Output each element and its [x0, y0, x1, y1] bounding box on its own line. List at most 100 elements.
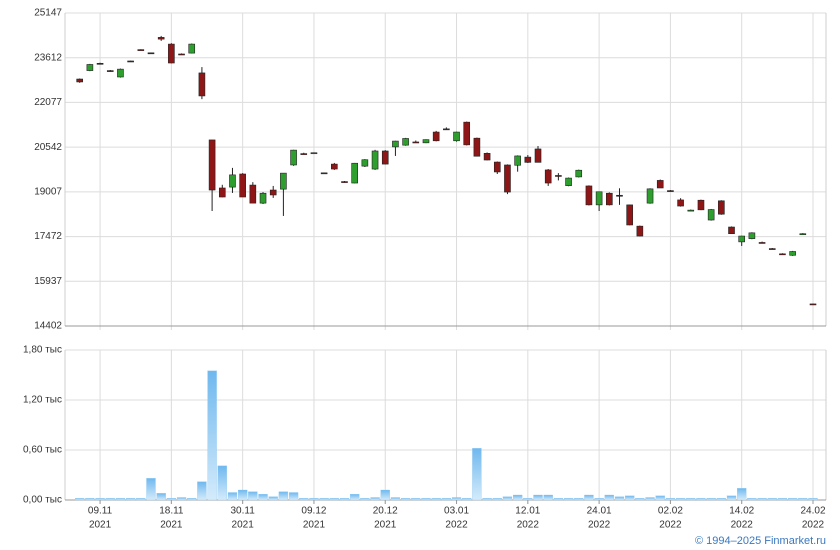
- candle-body: [178, 53, 185, 56]
- candle-body: [106, 70, 114, 72]
- y-tick-label: 17472: [34, 231, 62, 242]
- x-tick-label: 14.02: [729, 506, 754, 517]
- candle-body: [137, 49, 145, 51]
- candle-body: [799, 233, 807, 236]
- candle-body: [697, 199, 705, 211]
- volume-bar: [472, 448, 482, 501]
- x-tick-label: 24.02: [800, 506, 825, 517]
- candle-body: [351, 162, 358, 184]
- candle-body: [483, 153, 491, 161]
- candle-body: [259, 192, 267, 204]
- volume-bar: [258, 494, 268, 501]
- candle-body: [677, 199, 684, 207]
- volume-bar: [248, 491, 258, 501]
- candle-body: [493, 161, 501, 173]
- candle-body: [269, 189, 277, 196]
- candle-body: [249, 184, 257, 204]
- candle-body: [555, 175, 562, 177]
- candle-body: [371, 150, 379, 170]
- candle-body: [606, 192, 613, 206]
- candle-body: [188, 43, 196, 54]
- volume-bar: [411, 498, 421, 501]
- volume-bar: [187, 498, 197, 501]
- candle-body: [524, 156, 532, 163]
- volume-bar: [176, 497, 187, 501]
- volume-bar: [360, 498, 370, 501]
- candle-body: [341, 181, 348, 183]
- x-tick-label: 2022: [802, 520, 825, 531]
- candle-body: [738, 235, 746, 243]
- candle-body: [667, 190, 674, 192]
- x-tick-label: 2021: [232, 520, 255, 531]
- volume-bar: [75, 498, 85, 501]
- candle-body: [157, 37, 165, 40]
- candle-body: [422, 139, 430, 144]
- volume-bar: [441, 498, 452, 501]
- candle-body: [463, 121, 471, 146]
- candle-body: [626, 204, 633, 226]
- candle-body: [331, 163, 338, 170]
- volume-bar: [655, 495, 665, 501]
- volume-bar: [278, 491, 289, 501]
- volume-bar: [594, 498, 604, 501]
- volume-bar: [502, 496, 513, 501]
- volume-bar: [451, 497, 462, 501]
- candle-body: [290, 149, 297, 166]
- volume-bar: [625, 495, 635, 501]
- volume-bar: [136, 498, 146, 501]
- candle-body: [381, 150, 389, 165]
- candle-body: [616, 194, 623, 197]
- candle-body: [432, 131, 440, 142]
- volume-bar: [574, 498, 584, 501]
- candle-body: [707, 209, 715, 221]
- volume-bar: [288, 492, 299, 501]
- x-tick-label: 2021: [374, 520, 397, 531]
- volume-bar: [512, 494, 523, 501]
- volume-bar: [777, 498, 788, 501]
- volume-bar: [665, 498, 676, 501]
- candle-body: [514, 155, 521, 166]
- candle-body: [168, 43, 175, 64]
- y-tick-label: 1,20 тыс: [23, 395, 62, 406]
- candle-body: [768, 248, 776, 250]
- volume-bar: [238, 489, 248, 501]
- volume-bar: [268, 496, 278, 501]
- candle-body: [361, 159, 369, 167]
- candle-body: [575, 169, 583, 178]
- x-tick-label: 09.11: [88, 506, 113, 517]
- candle-body: [809, 303, 817, 306]
- volume-bar: [431, 498, 441, 501]
- x-tick-label: 2021: [89, 520, 112, 531]
- candle-body: [789, 251, 796, 256]
- x-tick-label: 03.01: [444, 506, 469, 517]
- candle-body: [718, 200, 725, 215]
- candle-body: [534, 148, 542, 163]
- volume-bar: [726, 495, 737, 501]
- volume-bar: [604, 494, 614, 501]
- y-tick-label: 22077: [34, 97, 62, 108]
- candle-body: [402, 138, 409, 146]
- volume-bar: [543, 494, 553, 501]
- candle-body: [779, 253, 786, 256]
- volume-bar: [787, 498, 798, 501]
- volume-bar: [523, 498, 533, 501]
- volume-bar: [808, 498, 818, 501]
- y-tick-label: 19007: [34, 186, 62, 197]
- candle-body: [544, 169, 552, 184]
- candle-body: [392, 140, 399, 148]
- candle-body: [76, 78, 83, 83]
- volume-bar: [553, 498, 564, 501]
- volume-bar: [400, 498, 411, 501]
- x-tick-label: 20.12: [373, 506, 398, 517]
- y-tick-label: 0,60 тыс: [23, 445, 62, 456]
- candle-body: [473, 137, 481, 157]
- y-tick-label: 1,80 тыс: [23, 345, 62, 356]
- candle-body: [117, 68, 124, 78]
- volume-bar: [462, 498, 472, 501]
- copyright[interactable]: © 1994–2025 Finmarket.ru: [695, 535, 826, 547]
- volume-bar: [767, 498, 777, 501]
- volume-bar: [421, 498, 431, 501]
- x-tick-label: 24.01: [587, 506, 612, 517]
- x-tick-label: 2022: [659, 520, 682, 531]
